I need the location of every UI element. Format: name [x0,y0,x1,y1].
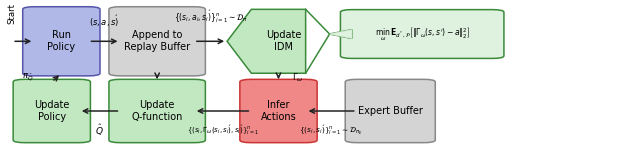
Text: $\Gamma_{\omega}$: $\Gamma_{\omega}$ [292,71,303,84]
Text: Run
Policy: Run Policy [47,30,76,52]
Text: Infer
Actions: Infer Actions [260,100,296,122]
FancyBboxPatch shape [340,10,504,58]
FancyBboxPatch shape [13,79,90,143]
Text: Update
Policy: Update Policy [34,100,70,122]
Polygon shape [227,9,306,73]
Polygon shape [330,30,352,38]
FancyBboxPatch shape [109,79,205,143]
Text: $\pi_{\hat{Q}}$: $\pi_{\hat{Q}}$ [22,72,33,83]
Text: $(s, a, s\')$: $(s, a, s\')$ [90,13,120,29]
FancyBboxPatch shape [109,7,205,76]
Text: Append to
Replay Buffer: Append to Replay Buffer [124,30,190,52]
Text: Update
IDM: Update IDM [266,30,301,52]
FancyBboxPatch shape [345,79,435,143]
Text: $\{(s_i, \Gamma_{\omega}(s_i, s_i\'), s_i\')\}_{i=1}^n$: $\{(s_i, \Gamma_{\omega}(s_i, s_i\'), s_… [187,123,259,137]
Text: $\hat{Q}$: $\hat{Q}$ [95,122,104,138]
Text: Update
Q-function: Update Q-function [131,100,183,122]
Text: $\min_{\omega}\, \mathbf{E}_{d^*,\mathcal{P}}\left[\|\Gamma_{\omega}(s,s')-a\|_2: $\min_{\omega}\, \mathbf{E}_{d^*,\mathca… [374,25,470,43]
FancyBboxPatch shape [240,79,317,143]
Polygon shape [330,30,352,38]
Text: Expert Buffer: Expert Buffer [358,106,422,116]
Text: $\{(s_i, a_i, s_i\')\}_{i=1}^n \sim \mathcal{D}_{\pi}$: $\{(s_i, a_i, s_i\')\}_{i=1}^n \sim \mat… [173,8,248,25]
Text: Start: Start [8,3,17,24]
FancyBboxPatch shape [23,7,100,76]
Text: $\{(s_i, s_i\')\}_{i=1}^n \sim \mathcal{D}_{\pi_E}$: $\{(s_i, s_i\')\}_{i=1}^n \sim \mathcal{… [300,123,363,137]
